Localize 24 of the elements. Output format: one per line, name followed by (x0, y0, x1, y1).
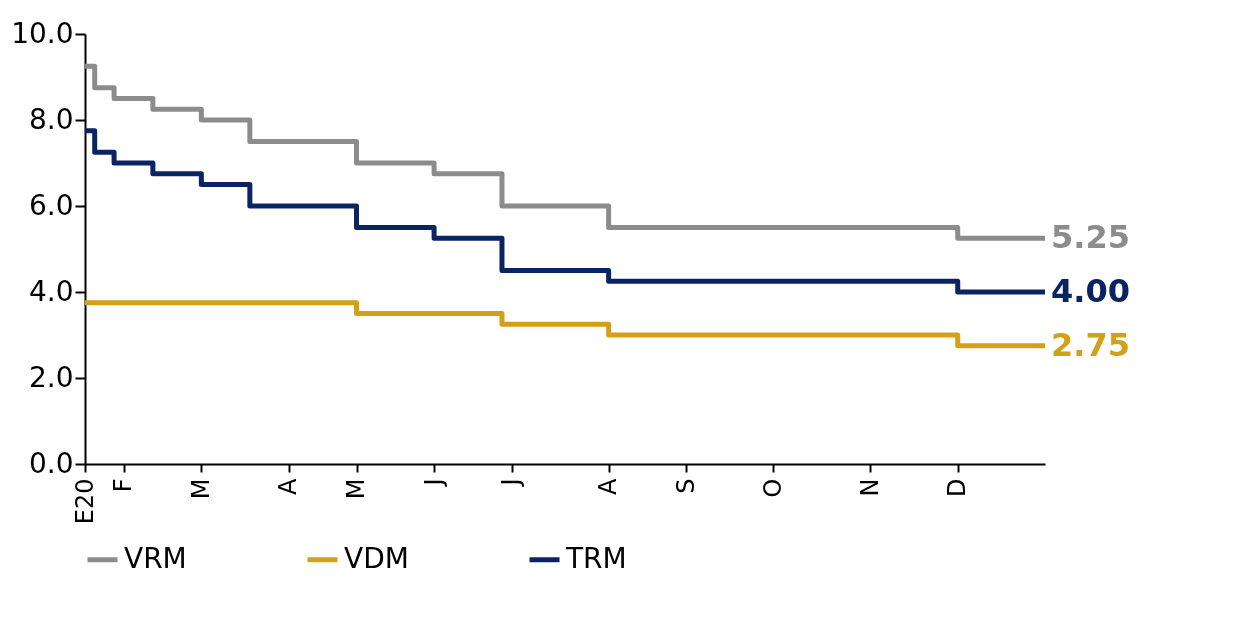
x-tick-label: E20 (70, 478, 99, 525)
x-tick-label: A (274, 477, 303, 495)
x-tick-label: M (186, 478, 215, 500)
y-tick-label: 4.0 (28, 274, 74, 308)
legend-label: VRM (124, 541, 187, 575)
x-tick-label: N (855, 478, 884, 497)
y-tick-label: 0.0 (28, 446, 74, 480)
x-tick-label: J (419, 478, 448, 488)
y-tick-label: 8.0 (28, 102, 74, 136)
x-tick-label: M (342, 478, 371, 500)
x-tick-label: J (497, 478, 526, 488)
data-label: 4.00 (1051, 272, 1130, 310)
x-tick-label: S (671, 478, 700, 494)
x-tick-label: A (594, 477, 623, 495)
x-tick-label: O (758, 478, 787, 498)
legend-label: TRM (565, 541, 627, 575)
data-label: 2.75 (1051, 325, 1130, 364)
y-tick-label: 10.0 (11, 16, 74, 50)
legend-label: VDM (344, 541, 409, 575)
y-tick-label: 6.0 (28, 188, 74, 222)
x-tick-label: F (109, 478, 138, 493)
x-tick-label: D (943, 478, 972, 497)
data-label: 5.25 (1051, 218, 1130, 257)
y-tick-label: 2.0 (28, 360, 74, 394)
